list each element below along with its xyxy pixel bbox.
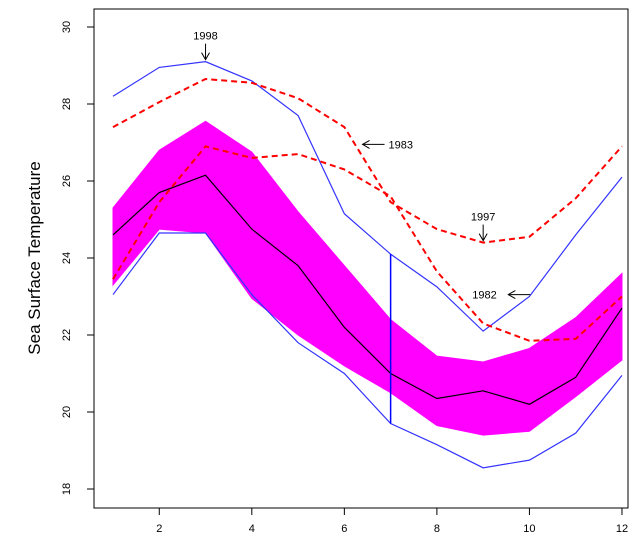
series-line — [112, 232, 623, 469]
plot-frame — [93, 8, 629, 509]
y-tick-label: 30 — [61, 21, 73, 33]
annotation-label: 1997 — [471, 212, 495, 224]
x-tick-label: 2 — [156, 523, 162, 535]
x-tick-label: 8 — [434, 523, 440, 535]
y-tick-label: 24 — [61, 252, 73, 264]
x-axis: 2 4 6 8 10 12 — [156, 508, 628, 535]
y-tick-label: 20 — [61, 406, 73, 418]
annotation-arrowhead — [478, 233, 488, 242]
band-layer — [112, 120, 623, 436]
annotation-label: 1983 — [389, 139, 413, 151]
annotation-label: 1982 — [472, 290, 496, 302]
y-axis-title: Sea Surface Temperature — [25, 161, 44, 354]
x-tick-label: 12 — [616, 523, 628, 535]
x-tick-label: 6 — [341, 523, 347, 535]
y-tick-label: 28 — [61, 98, 73, 110]
dashed-series-line — [112, 145, 623, 342]
series-layer — [112, 61, 623, 469]
dashed-series-line — [112, 77, 623, 244]
series-line — [112, 61, 623, 332]
x-tick-label: 4 — [249, 523, 255, 535]
annotations-layer: 1998 1983 1997 1982 — [193, 31, 531, 302]
y-tick-label: 22 — [61, 329, 73, 341]
series-line — [112, 174, 623, 405]
annotation-arrowhead — [201, 52, 210, 61]
x-tick-label: 10 — [523, 523, 535, 535]
y-axis: 18 20 22 24 26 28 30 — [61, 21, 94, 495]
annotation-label: 1998 — [193, 31, 217, 43]
confidence-band — [112, 120, 623, 436]
y-tick-label: 26 — [61, 175, 73, 187]
annotation-arrowhead — [361, 139, 370, 149]
annotation-arrowhead — [507, 290, 516, 300]
y-tick-label: 18 — [61, 483, 73, 495]
